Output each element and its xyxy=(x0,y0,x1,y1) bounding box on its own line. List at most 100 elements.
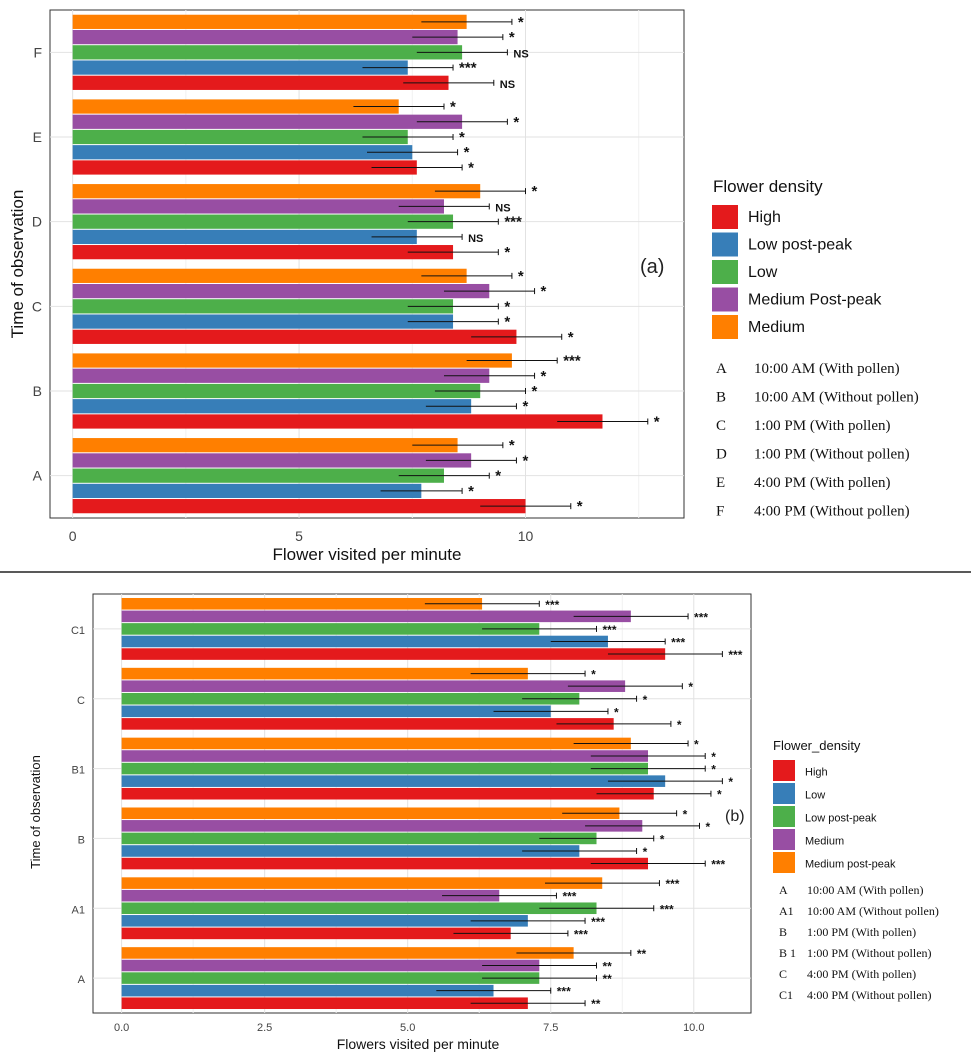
bar-high xyxy=(72,160,417,175)
significance-label: * xyxy=(464,144,470,161)
significance-label: ** xyxy=(637,947,647,961)
significance-label: * xyxy=(694,737,699,751)
bar-low xyxy=(72,383,481,399)
panel-label-b: (b) xyxy=(725,808,745,825)
significance-label: * xyxy=(468,483,474,500)
significance-label: * xyxy=(532,383,538,400)
category-descriptions-b: A 10:00 AM (With pollen) A1 10:00 AM (Witho… xyxy=(779,883,939,1002)
bar-medium xyxy=(72,184,481,199)
significance-label: * xyxy=(509,437,515,454)
y-tick-label: A xyxy=(78,974,86,986)
significance-label: * xyxy=(683,807,688,821)
significance-label: * xyxy=(643,845,648,859)
significance-label: NS xyxy=(513,48,528,60)
bar-medium-post-peak xyxy=(121,807,620,820)
y-tick-label: D xyxy=(32,214,42,230)
significance-label: * xyxy=(459,129,465,146)
bar-high xyxy=(121,927,511,940)
significance-label: * xyxy=(518,14,524,31)
category-description: 4:00 PM (With pollen) xyxy=(754,475,890,491)
bar-medium xyxy=(121,610,631,623)
bar-low xyxy=(121,705,551,718)
legend-swatch xyxy=(712,315,738,339)
significance-label: *** xyxy=(603,623,617,637)
legend-swatch xyxy=(773,760,795,781)
bar-medium-post-peak xyxy=(72,114,463,129)
x-tick-labels-a: 0 5 10 xyxy=(69,528,534,544)
chart-panel-b: ****************************************… xyxy=(28,593,939,1052)
x-axis-title-a: Flower visited per minute xyxy=(273,545,462,564)
significance-label: * xyxy=(518,268,524,285)
significance-label: * xyxy=(677,718,682,732)
category-code: A1 xyxy=(779,904,794,918)
bar-low-post-peak xyxy=(121,762,649,775)
bar-medium xyxy=(72,268,467,283)
significance-label: *** xyxy=(545,598,559,612)
bar-low-post-peak xyxy=(72,145,413,160)
y-tick-label: C xyxy=(77,695,85,707)
legend-label: High xyxy=(748,209,781,226)
significance-label: * xyxy=(495,468,501,485)
bar-medium-post-peak xyxy=(121,947,574,959)
plot-area-a xyxy=(49,9,685,519)
bar-medium-post-peak xyxy=(72,283,490,299)
significance-label: *** xyxy=(504,214,522,231)
bar-low-post-peak xyxy=(72,314,454,329)
category-code: C xyxy=(779,967,787,981)
category-code: C xyxy=(716,418,726,434)
category-description: 4:00 PM (With pollen) xyxy=(807,967,916,981)
category-code: B xyxy=(779,925,787,939)
bar-low-post-peak xyxy=(121,623,540,635)
bar-low xyxy=(121,984,494,997)
significance-label: *** xyxy=(591,915,605,929)
significance-label: NS xyxy=(500,79,515,91)
significance-label: *** xyxy=(671,635,685,649)
bar-medium xyxy=(72,99,399,114)
category-code: A xyxy=(716,361,727,377)
legend-label: Medium xyxy=(805,836,844,848)
significance-label: * xyxy=(614,705,619,719)
x-tick-label: 5 xyxy=(295,528,303,544)
bar-low xyxy=(72,468,444,483)
legend-label: Low post-peak xyxy=(748,237,853,254)
legend-title-a: Flower density xyxy=(713,177,823,196)
x-tick-labels-b: 0.0 2.5 5.0 7.5 10.0 xyxy=(114,1022,705,1034)
bar-low-post-peak xyxy=(72,229,417,245)
y-axis-title-a: Time of observation xyxy=(8,190,27,339)
bar-low xyxy=(121,775,666,787)
category-code: F xyxy=(716,504,724,520)
bar-medium-post-peak xyxy=(72,199,444,214)
legend-label: High xyxy=(805,767,828,779)
y-tick-label: F xyxy=(33,44,42,60)
significance-label: * xyxy=(706,820,711,834)
bar-medium-post-peak xyxy=(72,29,458,45)
legend-a: Flower density High Low post-peak Low Mediu… xyxy=(712,177,882,339)
category-description: 10:00 AM (Without pollen) xyxy=(807,904,939,918)
bar-medium xyxy=(72,353,512,368)
bar-medium xyxy=(72,438,458,453)
legend-swatch xyxy=(712,205,738,229)
significance-label: * xyxy=(541,368,547,385)
legend-label: Low post-peak xyxy=(805,813,877,825)
y-tick-label: C1 xyxy=(71,625,85,637)
bar-medium xyxy=(72,14,467,29)
legend-label: Medium xyxy=(748,319,805,336)
y-tick-label: B1 xyxy=(72,765,85,777)
y-tick-label: A1 xyxy=(72,904,85,916)
bar-high xyxy=(121,787,654,800)
significance-label: * xyxy=(450,99,456,116)
significance-label: * xyxy=(504,298,510,315)
bar-low xyxy=(72,214,454,229)
x-tick-label: 10.0 xyxy=(683,1022,704,1034)
bar-medium-post-peak xyxy=(121,877,603,889)
bar-high xyxy=(121,997,528,1010)
significance-label: * xyxy=(509,29,515,46)
category-description: 10:00 AM (Without pollen) xyxy=(754,390,919,406)
x-tick-label: 0 xyxy=(69,528,77,544)
category-code: B 1 xyxy=(779,946,796,960)
bar-medium xyxy=(121,820,643,832)
category-code: C1 xyxy=(779,988,793,1002)
category-description: 4:00 PM (Without pollen) xyxy=(807,988,932,1002)
significance-label: * xyxy=(504,314,510,331)
legend-swatch xyxy=(773,806,795,827)
